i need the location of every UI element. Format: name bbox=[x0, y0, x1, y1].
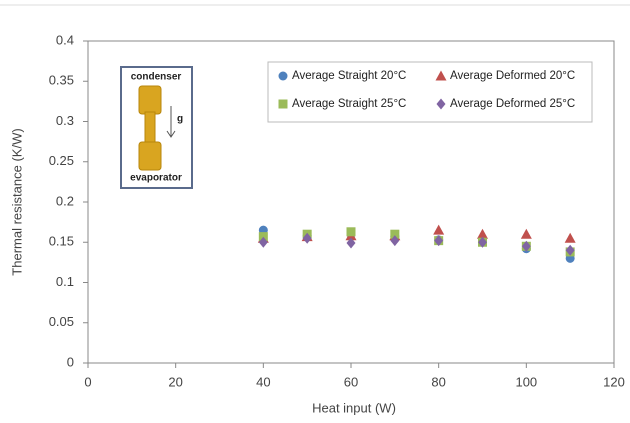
data-point bbox=[390, 229, 400, 239]
data-point bbox=[565, 244, 575, 256]
data-point bbox=[302, 232, 312, 244]
inset-arrow-label: g bbox=[177, 114, 183, 125]
inset: condenser g evaporator bbox=[120, 66, 193, 189]
legend-marker bbox=[436, 98, 446, 110]
evaporator-shape bbox=[138, 141, 162, 171]
data-point bbox=[434, 235, 444, 247]
gravity-arrowhead bbox=[166, 130, 176, 138]
data-point bbox=[564, 232, 576, 243]
inset-top-label: condenser bbox=[131, 72, 182, 83]
x-tick-label: 40 bbox=[256, 374, 270, 389]
data-point bbox=[258, 232, 268, 242]
x-tick-label: 100 bbox=[515, 374, 537, 389]
y-tick-label: 0.4 bbox=[56, 32, 74, 47]
y-tick-label: 0.05 bbox=[49, 314, 74, 329]
pipe-shape bbox=[144, 111, 156, 145]
legend-label: Average Deformed 25°C bbox=[450, 98, 575, 110]
legend-label: Average Deformed 20°C bbox=[450, 70, 575, 82]
data-point bbox=[346, 237, 356, 249]
legend-marker bbox=[278, 99, 288, 109]
data-point bbox=[478, 236, 487, 248]
inset-bottom-label: evaporator bbox=[130, 173, 182, 184]
x-tick-label: 120 bbox=[603, 374, 625, 389]
y-tick-label: 0.3 bbox=[56, 113, 74, 128]
y-tick-label: 0 bbox=[67, 354, 74, 369]
data-point bbox=[521, 240, 531, 252]
x-axis-label: Heat input (W) bbox=[312, 400, 396, 415]
legend-label: Average Straight 20°C bbox=[292, 70, 406, 82]
x-tick-label: 80 bbox=[431, 374, 445, 389]
legend-frame bbox=[267, 61, 593, 123]
x-tick-label: 20 bbox=[168, 374, 182, 389]
data-point bbox=[258, 236, 268, 248]
data-point bbox=[346, 227, 356, 237]
condenser-shape bbox=[138, 85, 162, 115]
y-axis-label: Thermal resistance (K/W) bbox=[9, 128, 24, 275]
y-tick-label: 0.1 bbox=[56, 274, 74, 289]
legend-marker bbox=[435, 70, 447, 81]
y-tick-label: 0.25 bbox=[49, 153, 74, 168]
data-point bbox=[520, 228, 532, 239]
y-tick-label: 0.35 bbox=[49, 73, 74, 88]
y-tick-label: 0.15 bbox=[49, 234, 74, 249]
legend-label: Average Straight 25°C bbox=[292, 98, 406, 110]
data-point bbox=[390, 235, 400, 247]
y-tick-label: 0.2 bbox=[56, 193, 74, 208]
legend-marker bbox=[278, 71, 288, 81]
data-point bbox=[433, 224, 445, 235]
data-point bbox=[477, 228, 488, 239]
x-tick-label: 0 bbox=[84, 374, 91, 389]
x-tick-label: 60 bbox=[344, 374, 358, 389]
